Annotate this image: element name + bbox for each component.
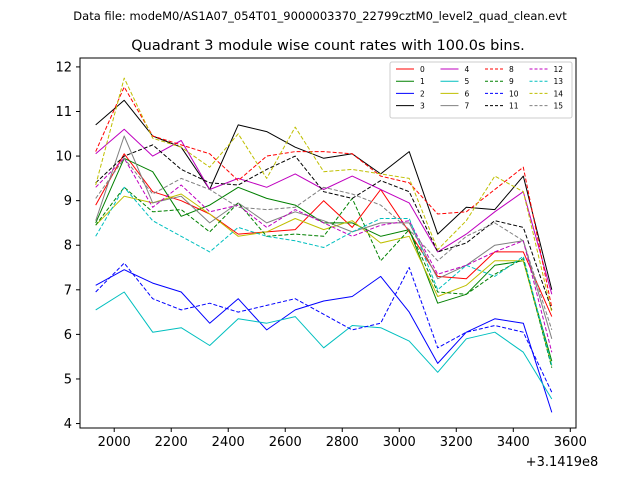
y-tick-label: 4 (64, 417, 72, 432)
chart-title: Quadrant 3 module wise count rates with … (131, 38, 525, 54)
legend-item-9: 9 (485, 77, 514, 86)
legend-label: 11 (509, 102, 519, 111)
legend-label: 5 (465, 77, 470, 86)
y-tick-label: 6 (64, 328, 72, 343)
legend-label: 4 (465, 65, 470, 74)
y-tick-label: 11 (55, 105, 72, 120)
series-line-5 (95, 291, 553, 400)
legend-label: 1 (420, 77, 425, 86)
legend-item-12: 12 (529, 65, 564, 74)
series-line-13 (95, 186, 553, 366)
series-line-9 (95, 186, 553, 368)
legend-label: 7 (465, 102, 470, 111)
legend-label: 14 (554, 89, 564, 98)
legend-item-7: 7 (440, 102, 470, 111)
legend-item-5: 5 (440, 77, 470, 86)
legend-label: 8 (509, 65, 514, 74)
series-line-8 (95, 86, 553, 308)
legend-item-10: 10 (485, 89, 519, 98)
x-tick-label: 2000 (98, 435, 131, 450)
x-tick-label: 2400 (212, 435, 245, 450)
legend-item-1: 1 (396, 77, 425, 86)
series-line-10 (95, 262, 553, 393)
legend-label: 3 (420, 102, 425, 111)
x-tick-label: 2200 (155, 435, 188, 450)
series-line-3 (95, 99, 553, 290)
x-tick-label: 3600 (554, 435, 587, 450)
legend-item-11: 11 (485, 102, 519, 111)
y-tick-label: 12 (55, 60, 72, 75)
legend-item-4: 4 (440, 65, 470, 74)
y-tick-label: 9 (64, 194, 72, 209)
legend-item-0: 0 (396, 65, 425, 74)
x-tick-label: 3000 (383, 435, 416, 450)
y-tick-label: 8 (64, 239, 72, 254)
x-tick-label: 2600 (269, 435, 302, 450)
series-line-14 (95, 77, 553, 313)
suptitle: Data file: modeM0/AS1A07_054T01_90000033… (73, 9, 567, 23)
legend-item-14: 14 (529, 89, 564, 98)
legend-label: 13 (554, 77, 564, 86)
series-line-7 (95, 135, 553, 339)
legend-item-3: 3 (396, 102, 425, 111)
y-tick-label: 5 (64, 372, 72, 387)
legend-label: 9 (509, 77, 514, 86)
y-tick-label: 7 (64, 283, 72, 298)
legend-label: 15 (554, 102, 564, 111)
legend-label: 0 (420, 65, 425, 74)
legend-label: 10 (509, 89, 519, 98)
legend-item-13: 13 (529, 77, 564, 86)
x-offset-label: +3.1419e8 (526, 455, 599, 470)
series-line-2 (95, 269, 553, 413)
series-line-12 (95, 157, 553, 353)
x-tick-label: 3200 (440, 435, 473, 450)
series-line-15 (95, 157, 553, 331)
series-line-4 (95, 128, 553, 295)
plot-frame (79, 57, 577, 429)
x-tick-label: 3400 (497, 435, 530, 450)
legend-item-2: 2 (396, 89, 425, 98)
legend-label: 6 (465, 89, 470, 98)
series-line-11 (95, 144, 553, 311)
legend-item-15: 15 (529, 102, 564, 111)
legend-item-8: 8 (485, 65, 514, 74)
x-tick-label: 2800 (326, 435, 359, 450)
series-line-0 (95, 153, 553, 317)
legend-item-6: 6 (440, 89, 470, 98)
legend-box (389, 61, 573, 119)
legend-label: 12 (554, 65, 564, 74)
series-line-6 (95, 193, 553, 366)
legend-label: 2 (420, 89, 425, 98)
y-tick-label: 10 (55, 150, 72, 165)
